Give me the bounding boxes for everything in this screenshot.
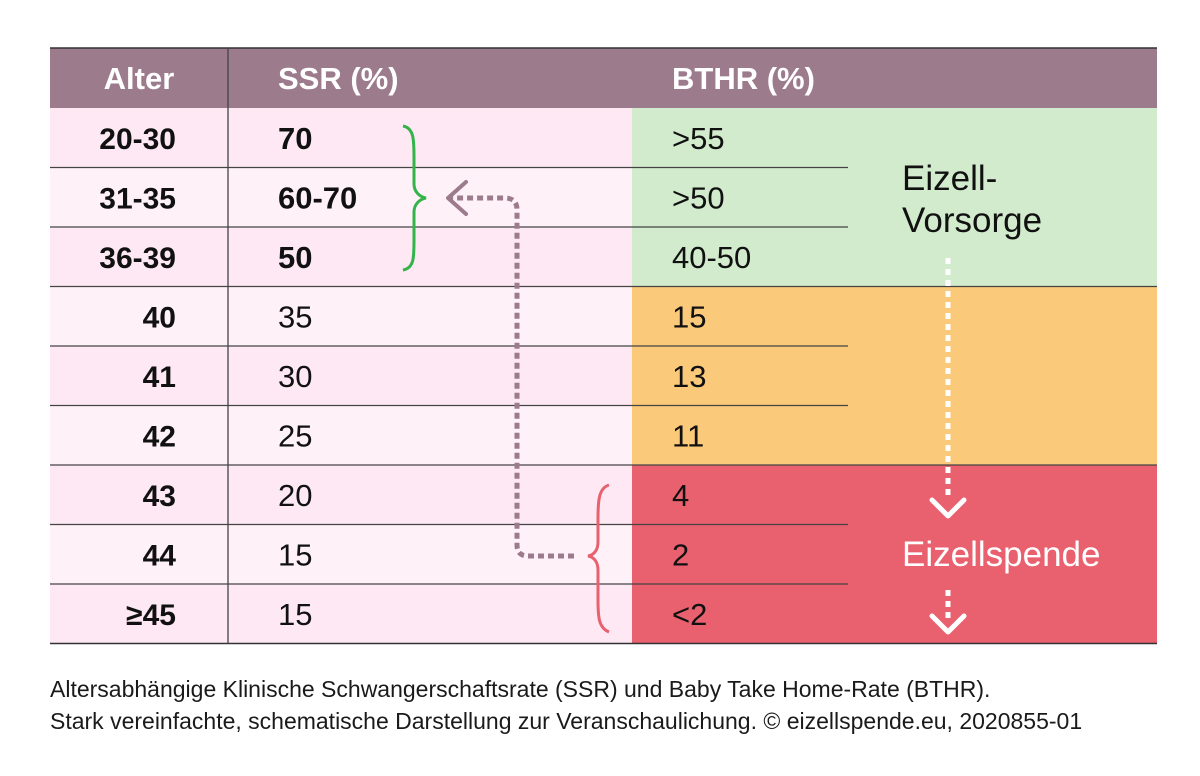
white-arrow-head [929, 497, 967, 519]
cell-ssr: 70 [278, 121, 312, 156]
caption-line-1: Altersabhängige Klinische Schwangerschaf… [50, 676, 991, 702]
dotted-arrow [448, 195, 574, 559]
label-eizell-vorsorge: Vorsorge [902, 201, 1042, 240]
cell-alter: ≥45 [126, 599, 176, 632]
cell-bthr: 2 [672, 537, 689, 572]
cell-ssr: 30 [278, 359, 312, 394]
cell-alter: 43 [143, 480, 176, 513]
caption-line-2: Stark vereinfachte, schematische Darstel… [50, 708, 1083, 734]
cell-bthr: 40-50 [672, 240, 751, 275]
green-brace [402, 124, 427, 272]
row-background [50, 584, 632, 644]
row-background [50, 346, 632, 406]
column-header: SSR (%) [278, 61, 399, 96]
cell-bthr: <2 [672, 597, 707, 632]
row-background [50, 108, 632, 168]
cell-bthr: >55 [672, 121, 725, 156]
cell-bthr: 13 [672, 359, 706, 394]
red-brace [587, 483, 610, 634]
row-background [50, 167, 632, 227]
cell-ssr: 60-70 [278, 180, 357, 215]
white-arrow-head [929, 613, 967, 635]
label-eizell-vorsorge: Eizell- [902, 159, 997, 198]
cell-ssr: 15 [278, 597, 312, 632]
cell-alter: 36-39 [99, 242, 176, 275]
cell-ssr: 25 [278, 418, 312, 453]
cell-ssr: 20 [278, 478, 312, 513]
bthr-band-vorsorge [632, 108, 1157, 287]
header-band [50, 48, 1157, 108]
row-background [50, 405, 632, 465]
cell-alter: 44 [143, 539, 177, 572]
cell-ssr: 15 [278, 537, 312, 572]
dotted-arrow-head [446, 180, 468, 216]
bthr-band-mid [632, 286, 1157, 465]
cell-bthr: >50 [672, 180, 725, 215]
column-header: Alter [104, 61, 175, 96]
row-background [50, 465, 632, 525]
cell-alter: 41 [143, 361, 176, 394]
cell-bthr: 4 [672, 478, 689, 513]
cell-alter: 31-35 [99, 182, 176, 215]
cell-ssr: 50 [278, 240, 312, 275]
cell-alter: 40 [143, 301, 176, 334]
cell-alter: 42 [143, 420, 176, 453]
bthr-band-spende [632, 465, 1157, 644]
column-header: BTHR (%) [672, 61, 815, 96]
cell-ssr: 35 [278, 299, 312, 334]
cell-alter: 20-30 [99, 123, 176, 156]
row-background [50, 524, 632, 584]
row-background [50, 286, 632, 346]
row-background [50, 227, 632, 287]
cell-bthr: 15 [672, 299, 706, 334]
cell-bthr: 11 [672, 418, 704, 453]
label-eizellspende: Eizellspende [902, 535, 1100, 574]
